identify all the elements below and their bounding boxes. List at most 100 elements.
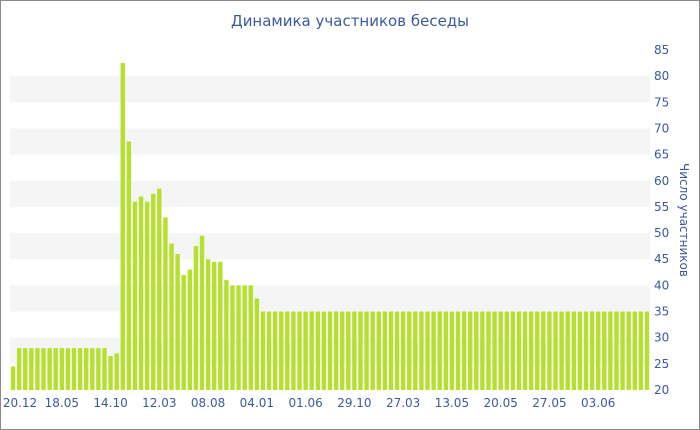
bar: [608, 311, 613, 390]
bar: [492, 311, 497, 390]
bar: [144, 201, 150, 390]
y-tick-label: 70: [654, 121, 669, 135]
bar: [181, 274, 186, 390]
y-tick-label: 65: [654, 148, 669, 162]
bar: [138, 196, 144, 390]
bar-series: [10, 63, 650, 390]
bar: [510, 311, 516, 390]
grid-band: [10, 76, 650, 103]
bar: [589, 311, 595, 390]
bar: [65, 348, 71, 390]
y-tick-label: 25: [654, 357, 669, 371]
bar: [620, 311, 625, 390]
grid-band: [10, 180, 650, 207]
bar: [583, 311, 589, 390]
bar: [242, 285, 247, 390]
bar: [565, 311, 570, 390]
bar: [77, 348, 83, 390]
bar: [352, 311, 357, 390]
bar: [504, 311, 509, 390]
bar: [279, 311, 284, 390]
bar: [53, 348, 58, 390]
y-tick-label: 40: [654, 278, 669, 292]
bar: [443, 311, 449, 390]
bar: [553, 311, 558, 390]
bar: [376, 311, 381, 390]
bar: [205, 259, 211, 390]
x-tick-label: 27.05: [532, 396, 566, 410]
bar: [559, 311, 564, 390]
bar: [455, 311, 461, 390]
bar: [358, 311, 363, 390]
bar: [29, 348, 34, 390]
bar: [638, 311, 644, 390]
bar: [126, 141, 132, 390]
bar: [266, 311, 272, 390]
bar: [199, 235, 205, 390]
bar: [260, 311, 266, 390]
bar: [303, 311, 308, 390]
bar: [595, 311, 601, 390]
x-tick-label: 18.05: [45, 396, 79, 410]
bar: [407, 311, 412, 390]
bar: [528, 311, 534, 390]
x-tick-label: 20.05: [483, 396, 517, 410]
y-tick-label: 85: [654, 43, 669, 57]
bar: [614, 311, 619, 390]
bar: [577, 311, 583, 390]
y-tick-label: 30: [654, 331, 669, 345]
bar: [132, 201, 138, 390]
y-tick-label: 55: [654, 200, 669, 214]
bar: [394, 311, 400, 390]
y-tick-label: 20: [654, 383, 669, 397]
bar: [522, 311, 528, 390]
grid-band: [10, 285, 650, 312]
grid-band: [10, 233, 650, 260]
bar: [425, 311, 430, 390]
bar: [218, 261, 223, 390]
x-tick-label: 27.03: [386, 396, 420, 410]
chart-title: Динамика участников беседы: [230, 12, 470, 30]
bar: [120, 63, 125, 390]
bar: [346, 311, 351, 390]
bar: [400, 311, 406, 390]
bar: [370, 311, 375, 390]
bar: [388, 311, 394, 390]
bar: [339, 311, 345, 390]
bar: [541, 311, 546, 390]
x-tick-label: 01.06: [288, 396, 322, 410]
bar: [10, 366, 16, 390]
x-tick-label: 12.03: [142, 396, 176, 410]
bar: [254, 298, 260, 390]
bar: [59, 348, 65, 390]
y-tick-label: 75: [654, 95, 669, 109]
bar: [169, 243, 174, 390]
x-tick-label: 20.12: [3, 396, 37, 410]
bar: [321, 311, 327, 390]
bar: [211, 261, 217, 390]
x-tick-label: 03.06: [581, 396, 615, 410]
bar: [419, 311, 424, 390]
x-tick-label: 04.01: [240, 396, 274, 410]
bar: [248, 285, 253, 390]
bar: [333, 311, 339, 390]
bar: [644, 311, 650, 390]
bar: [175, 254, 180, 390]
bar: [108, 356, 113, 390]
bar: [35, 348, 40, 390]
x-axis-ticks: 20.12 18.05 14.10 12.03 08.08 04.01 01.06 29.10…: [3, 396, 616, 410]
y-tick-label: 35: [654, 305, 669, 319]
bar: [41, 348, 46, 390]
bar: [535, 311, 540, 390]
bar: [285, 311, 290, 390]
bar: [632, 311, 637, 390]
bar: [498, 311, 503, 390]
bar: [431, 311, 436, 390]
bar: [193, 246, 199, 390]
bar: [102, 348, 107, 390]
bar: [297, 311, 302, 390]
bar: [309, 311, 314, 390]
bar: [486, 311, 491, 390]
bar: [291, 311, 296, 390]
